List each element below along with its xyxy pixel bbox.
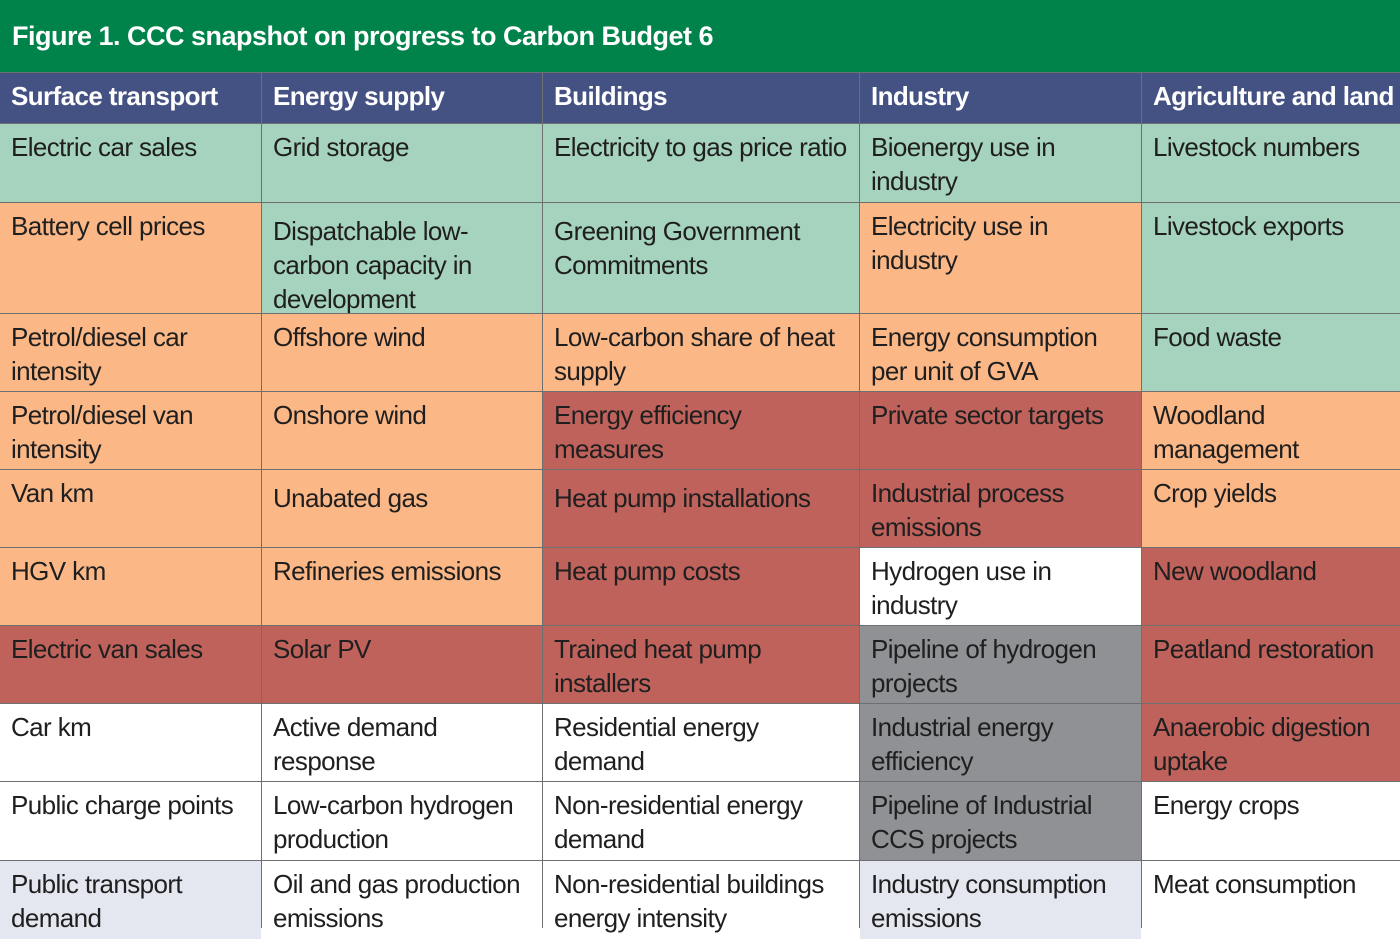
progress-table: Surface transport Energy supply Building… [0, 72, 1400, 939]
table-cell: Solar PV [262, 626, 542, 703]
table-cell: Onshore wind [262, 392, 542, 469]
table-cell: Livestock exports [1142, 203, 1400, 313]
table-cell: Non-residential buildings energy intensi… [543, 861, 859, 939]
table-cell: Grid storage [262, 124, 542, 202]
table-cell: Heat pump installations [543, 470, 859, 547]
table-cell: HGV km [0, 548, 261, 625]
table-cell: Greening Government Commitments [543, 203, 859, 313]
table-cell: Residential energy demand [543, 704, 859, 781]
table-cell: Electric van sales [0, 626, 261, 703]
table-cell: Private sector targets [860, 392, 1141, 469]
table-cell: Pipeline of hydrogen projects [860, 626, 1141, 703]
table-cell: Unabated gas [262, 470, 542, 547]
table-cell: Woodland management [1142, 392, 1400, 469]
table-cell: New woodland [1142, 548, 1400, 625]
table-cell: Refineries emissions [262, 548, 542, 625]
table-cell: Energy crops [1142, 782, 1400, 860]
table-cell: Peatland restoration [1142, 626, 1400, 703]
table-cell: Oil and gas production emissions [262, 861, 542, 939]
column-header-energy-supply: Energy supply [262, 73, 542, 123]
column-header-buildings: Buildings [543, 73, 859, 123]
table-cell: Offshore wind [262, 314, 542, 391]
table-cell: Dispatchable low-carbon capacity in deve… [262, 203, 542, 313]
table-cell: Petrol/diesel van intensity [0, 392, 261, 469]
table-cell: Livestock numbers [1142, 124, 1400, 202]
table-cell: Energy consumption per unit of GVA [860, 314, 1141, 391]
table-cell: Pipeline of Industrial CCS projects [860, 782, 1141, 860]
table-cell: Van km [0, 470, 261, 547]
table-cell: Electricity to gas price ratio [543, 124, 859, 202]
table-cell: Car km [0, 704, 261, 781]
table-cell: Low-carbon share of heat supply [543, 314, 859, 391]
table-cell: Battery cell prices [0, 203, 261, 313]
table-cell: Anaerobic digestion uptake [1142, 704, 1400, 781]
table-cell: Industrial process emissions [860, 470, 1141, 547]
table-cell: Public charge points [0, 782, 261, 860]
table-cell: Bioenergy use in industry [860, 124, 1141, 202]
table-cell: Low-carbon hydrogen production [262, 782, 542, 860]
table-cell: Petrol/diesel car intensity [0, 314, 261, 391]
figure-title: Figure 1. CCC snapshot on progress to Ca… [0, 0, 1400, 72]
table-cell: Electric car sales [0, 124, 261, 202]
table-cell: Industry consumption emissions [860, 861, 1141, 939]
table-cell: Hydrogen use in industry [860, 548, 1141, 625]
table-cell: Heat pump costs [543, 548, 859, 625]
table-cell: Active demand response [262, 704, 542, 781]
column-header-surface-transport: Surface transport [0, 73, 261, 123]
column-header-industry: Industry [860, 73, 1141, 123]
table-cell: Energy efficiency measures [543, 392, 859, 469]
table-cell: Crop yields [1142, 470, 1400, 547]
table-cell: Industrial energy efficiency [860, 704, 1141, 781]
table-cell: Food waste [1142, 314, 1400, 391]
table-cell: Meat consumption [1142, 861, 1400, 939]
table-cell: Public transport demand [0, 861, 261, 939]
column-header-agriculture-and-land: Agriculture and land [1142, 73, 1400, 123]
table-cell: Electricity use in industry [860, 203, 1141, 313]
table-cell: Trained heat pump installers [543, 626, 859, 703]
table-cell: Non-residential energy demand [543, 782, 859, 860]
